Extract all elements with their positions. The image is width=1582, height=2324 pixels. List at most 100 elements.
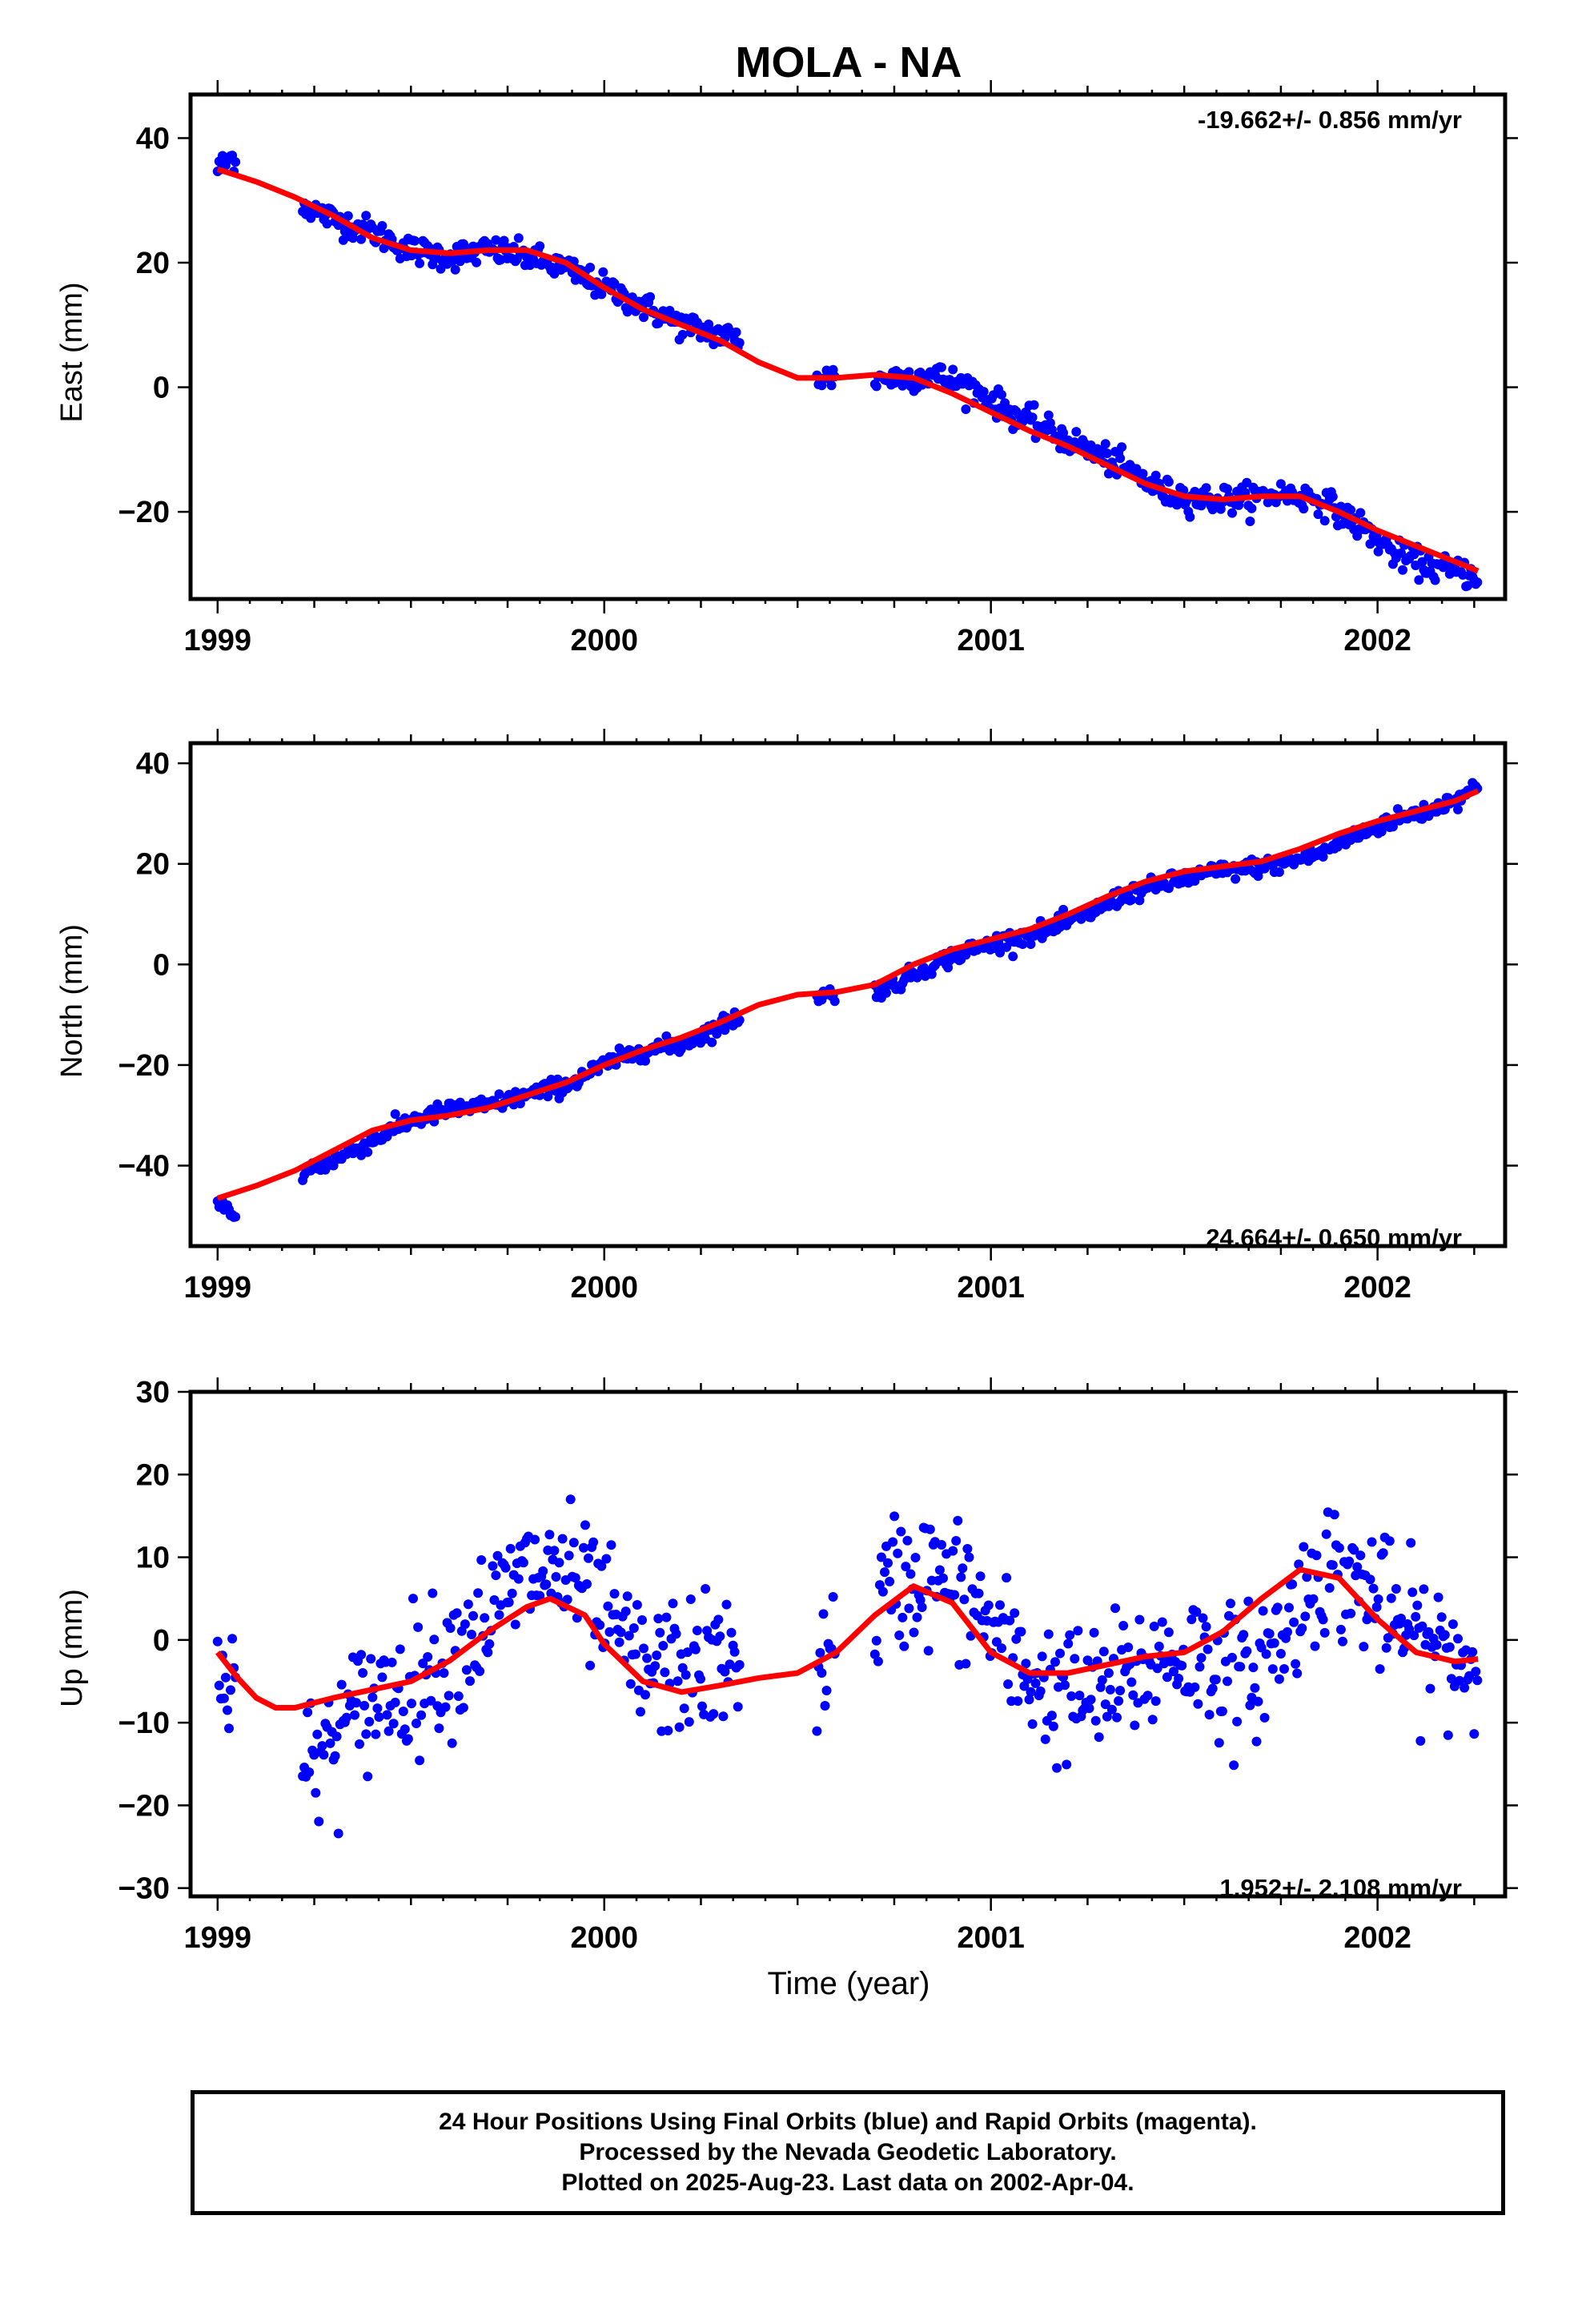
data-point (491, 1570, 501, 1581)
x-tick-label: 2000 (570, 624, 638, 657)
data-point (1242, 1646, 1252, 1656)
data-point (877, 1586, 888, 1597)
data-point (1261, 1649, 1271, 1659)
data-point (726, 1627, 737, 1638)
data-point (1319, 1627, 1330, 1638)
data-point (1201, 1622, 1211, 1632)
data-point (734, 1015, 745, 1025)
data-point (355, 1739, 364, 1749)
data-point (821, 1686, 832, 1695)
data-point (1375, 1664, 1385, 1675)
data-point (902, 1535, 913, 1546)
data-point (444, 1691, 454, 1701)
data-point (494, 1610, 504, 1620)
y-tick-label: −10 (118, 1707, 170, 1740)
data-point (504, 1597, 514, 1607)
data-point (1138, 468, 1148, 479)
north-panel: North (mm) 24.664+/- 0.650 mm/yr 1999 200… (55, 729, 1518, 1305)
data-point (1196, 1653, 1207, 1663)
data-point (1026, 1687, 1036, 1697)
data-point (704, 320, 714, 329)
data-point (709, 1709, 719, 1719)
data-point (692, 1626, 702, 1635)
data-point (452, 1608, 462, 1618)
data-point (894, 1630, 905, 1640)
data-point (1409, 1630, 1419, 1641)
data-point (1300, 1611, 1311, 1622)
data-point (873, 1656, 883, 1667)
data-point (1287, 1579, 1298, 1590)
data-point (1152, 1663, 1162, 1674)
x-tick-label: 2002 (1343, 624, 1411, 657)
data-point (595, 1620, 605, 1630)
data-point (1264, 1629, 1275, 1639)
data-point (1163, 476, 1174, 487)
data-point (212, 1636, 223, 1647)
data-point (1247, 503, 1257, 513)
data-point (484, 1638, 495, 1649)
data-point (1415, 1735, 1426, 1746)
data-point (983, 1600, 994, 1610)
data-point (1469, 1729, 1480, 1739)
data-point (953, 1515, 963, 1526)
data-point (1365, 1574, 1375, 1585)
data-point (729, 1647, 740, 1657)
data-point (1060, 1680, 1070, 1691)
data-point (395, 1644, 405, 1655)
data-point (1130, 1720, 1140, 1731)
data-point (660, 1667, 670, 1678)
data-point (314, 1816, 324, 1827)
data-point (1029, 400, 1039, 410)
data-point (1283, 1626, 1292, 1637)
data-point (562, 1594, 572, 1605)
data-point (1310, 1641, 1320, 1651)
data-point (565, 1494, 576, 1505)
data-point (1425, 1683, 1435, 1694)
data-point (461, 1665, 472, 1675)
data-point (707, 1037, 717, 1047)
data-point (679, 1703, 689, 1714)
data-point (336, 1679, 347, 1690)
data-point (1227, 508, 1237, 518)
data-point (1308, 1594, 1319, 1604)
data-point (1026, 939, 1036, 949)
data-point (1203, 1644, 1213, 1655)
data-point (690, 1644, 701, 1655)
data-point (1065, 1630, 1075, 1640)
data-point (1016, 1626, 1026, 1637)
data-point (1071, 427, 1082, 437)
data-point (1058, 904, 1069, 915)
data-point (429, 1634, 440, 1645)
data-point (715, 1631, 725, 1642)
data-point (1275, 479, 1286, 489)
data-point (829, 996, 840, 1007)
data-point (1147, 1715, 1158, 1725)
data-point (997, 389, 1006, 400)
data-point (1100, 439, 1110, 449)
data-point (388, 1719, 399, 1729)
chart-title: MOLA - NA (736, 38, 962, 86)
data-point (661, 1612, 672, 1622)
data-point (652, 1651, 662, 1660)
data-point (1472, 577, 1483, 588)
data-point (1063, 1638, 1074, 1649)
data-point (333, 1828, 343, 1839)
data-point (1126, 895, 1137, 905)
data-point (377, 1672, 387, 1683)
data-point (1174, 1674, 1184, 1683)
data-point (303, 1707, 313, 1718)
data-point (317, 1741, 327, 1751)
data-point (663, 1726, 673, 1735)
data-point (606, 1540, 616, 1550)
data-point (1074, 1691, 1085, 1701)
data-point (1444, 1642, 1455, 1652)
data-point (1319, 516, 1330, 526)
data-point (415, 258, 425, 268)
data-point (1128, 1690, 1138, 1700)
data-point (880, 1567, 889, 1578)
data-point (896, 1526, 906, 1537)
data-point (220, 1672, 231, 1683)
data-point (1439, 1630, 1450, 1640)
east-data-points (212, 151, 1483, 592)
data-point (223, 1705, 232, 1715)
